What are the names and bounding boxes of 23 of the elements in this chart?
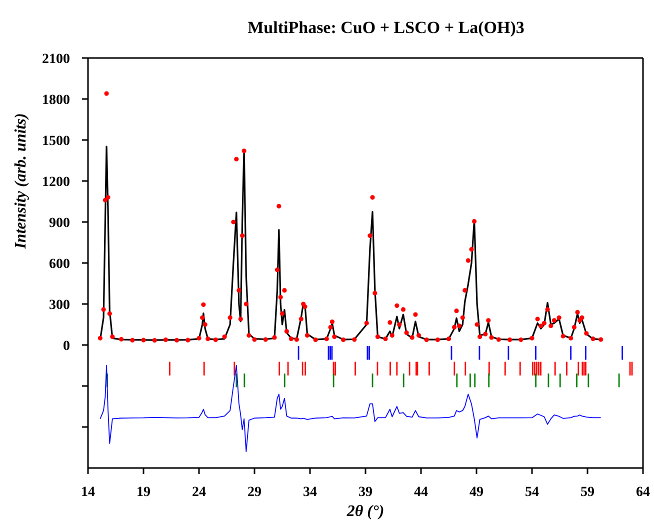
x-tick-label: 44 [414, 484, 428, 500]
x-tick-label: 49 [470, 484, 484, 500]
x-tick-label: 34 [303, 484, 317, 500]
y-axis-title: Intensity (arb. units) [12, 113, 30, 250]
x-axis-title: 2θ (°) [346, 503, 384, 520]
x-tick-label: 19 [136, 484, 150, 500]
x-tick-label: 59 [580, 484, 594, 500]
x-tick-label: 39 [358, 484, 372, 500]
y-tick-label: 2100 [42, 52, 70, 67]
x-tick-label: 29 [248, 484, 262, 500]
chart-title: MultiPhase: CuO + LSCO + La(OH)3 [246, 17, 526, 39]
x-tick-label: 64 [636, 484, 650, 500]
y-tick-label: 0 [63, 338, 70, 354]
line-series [100, 365, 602, 452]
x-tick-label: 24 [192, 484, 206, 500]
y-tick-label: 1800 [42, 92, 70, 108]
y-tick-label: 1500 [42, 134, 70, 149]
y-tick-label: 600 [49, 256, 70, 272]
x-tick-label: 14 [81, 484, 95, 500]
y-tick-label: 1200 [42, 174, 70, 190]
x-tick-label: 54 [525, 484, 539, 500]
y-tick-label: 900 [49, 216, 70, 231]
y-tick-label: 300 [49, 298, 70, 313]
